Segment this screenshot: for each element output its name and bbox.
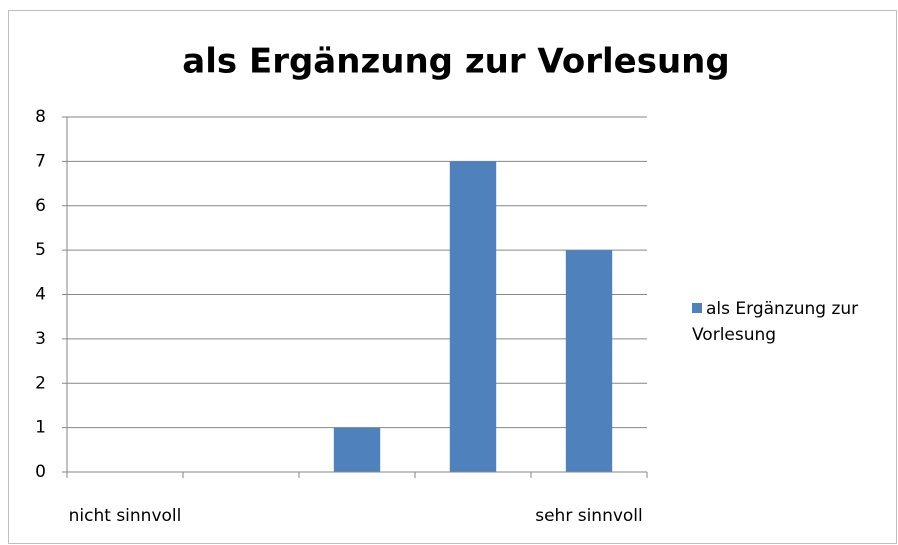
y-tick-label: 5 xyxy=(35,240,46,260)
legend-swatch xyxy=(692,303,702,313)
y-tick-label: 6 xyxy=(35,196,46,216)
y-tick-label: 7 xyxy=(35,151,46,171)
y-tick-label: 3 xyxy=(35,329,46,349)
y-tick-label: 4 xyxy=(35,285,46,305)
y-tick-label: 0 xyxy=(35,462,46,482)
x-tick-label: nicht sinnvoll xyxy=(69,506,182,526)
y-tick-label: 1 xyxy=(35,418,46,438)
y-tick-label: 8 xyxy=(35,107,46,127)
bar xyxy=(449,161,497,472)
legend: als Ergänzung zur Vorlesung xyxy=(692,296,892,348)
y-tick-label: 2 xyxy=(35,373,46,393)
bar xyxy=(333,427,381,472)
chart-title: als Ergänzung zur Vorlesung xyxy=(182,42,729,82)
bar xyxy=(565,250,613,472)
x-tick-label: sehr sinnvoll xyxy=(535,506,643,526)
legend-label: als Ergänzung zur Vorlesung xyxy=(692,299,859,345)
